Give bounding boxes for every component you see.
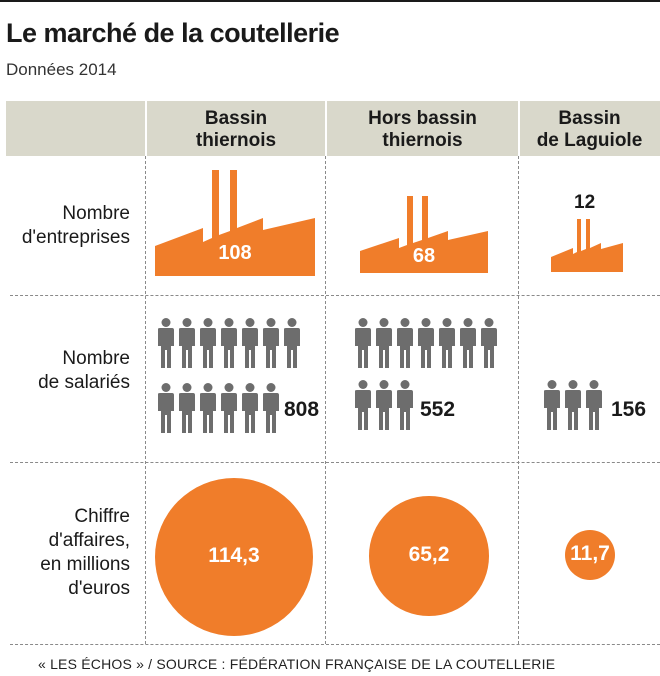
people-group-hors-bassin-row2 [355, 380, 413, 430]
column-header-line: Bassin [558, 108, 621, 129]
header-separator [518, 101, 520, 156]
column-divider [518, 156, 519, 644]
row-label-line: en millions [40, 554, 130, 575]
people-group-bassin-thiernois-row2 [158, 383, 279, 433]
row-label-entreprises: Nombre d'entreprises [10, 202, 130, 250]
row-label-salaries: Nombre de salariés [10, 347, 130, 395]
column-header-line: Bassin [204, 108, 268, 129]
revenue-circle-hors-bassin [369, 496, 489, 616]
value-entreprises-bassin-thiernois: 108 [218, 242, 252, 264]
value-salaries-bassin-thiernois: 808 [284, 398, 320, 421]
column-header-hors-bassin: Hors bassin thiernois [326, 108, 519, 152]
row-label-line: Nombre [62, 348, 130, 369]
column-divider [145, 156, 146, 644]
value-salaries-hors-bassin: 552 [420, 398, 456, 421]
column-header-bassin-thiernois: Bassin thiernois [146, 108, 326, 152]
row-label-line: d'affaires, [48, 530, 130, 551]
header-separator [325, 101, 327, 156]
column-header-line: thiernois [382, 130, 463, 151]
factory-icon-bassin-thiernois [155, 170, 315, 276]
row-label-line: Nombre [62, 203, 130, 224]
revenue-circle-laguiole [564, 529, 616, 581]
people-group-laguiole [544, 380, 602, 430]
people-group-bassin-thiernois-row1 [158, 318, 300, 368]
header-band [6, 101, 660, 156]
value-entreprises-hors-bassin: 68 [412, 245, 436, 267]
value-ca-laguiole: 11,7 [570, 542, 610, 565]
revenue-circle-bassin-thiernois [155, 478, 313, 636]
top-rule [0, 0, 660, 2]
header-separator [145, 101, 147, 156]
value-ca-hors-bassin: 65,2 [408, 543, 450, 566]
column-divider [325, 156, 326, 644]
row-divider [10, 644, 660, 645]
factory-icon-hors-bassin [360, 196, 488, 273]
column-header-line: thiernois [195, 130, 277, 151]
value-salaries-laguiole: 156 [611, 398, 647, 421]
row-label-line: de salariés [38, 372, 130, 393]
source-note: « LES ÉCHOS » / SOURCE : FÉDÉRATION FRAN… [38, 656, 556, 672]
chart-title: Le marché de la coutellerie [6, 18, 340, 48]
row-label-chiffre-affaires: Chiffre d'affaires, en millions d'euros [10, 505, 130, 601]
row-label-line: d'entreprises [21, 227, 130, 248]
row-divider [10, 462, 660, 463]
column-header-line: de Laguiole [536, 130, 643, 151]
column-header-line: Hors bassin [368, 108, 477, 129]
factory-icon-laguiole [551, 219, 623, 272]
value-entreprises-laguiole: 12 [574, 192, 596, 213]
value-ca-bassin-thiernois: 114,3 [208, 544, 260, 567]
row-label-line: Chiffre [74, 506, 130, 527]
people-group-hors-bassin-row1 [355, 318, 497, 368]
row-label-line: d'euros [68, 578, 130, 599]
row-divider [10, 295, 660, 296]
column-header-laguiole: Bassin de Laguiole [519, 108, 660, 152]
chart-subtitle: Données 2014 [6, 60, 117, 79]
